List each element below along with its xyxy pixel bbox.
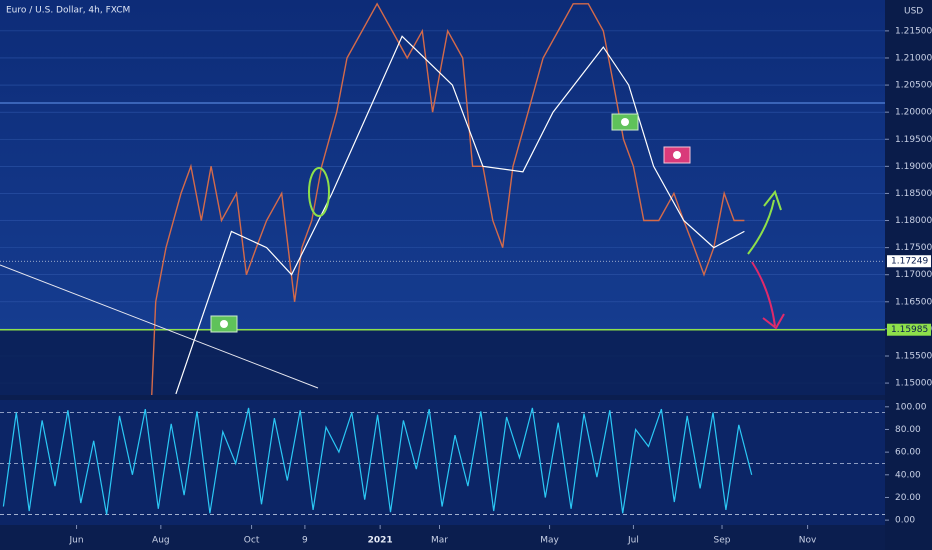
x-tick-label: Aug	[152, 536, 170, 546]
y-tick-label: 20.00	[895, 493, 921, 503]
x-tick-label: Sep	[714, 536, 731, 546]
y-tick-label: 100.00	[895, 402, 927, 412]
y-tick-label: 1.17000	[895, 270, 932, 280]
x-tick-label: Nov	[799, 536, 817, 546]
x-tick-label: Oct	[244, 536, 260, 546]
y-tick-label: 1.18000	[895, 216, 932, 226]
x-tick-label: Jun	[69, 536, 84, 546]
up-arrow	[747, 199, 775, 255]
x-tick-label: 2021	[368, 536, 393, 546]
y-tick-label: 1.19500	[895, 135, 932, 145]
price-axis	[885, 0, 932, 550]
y-tick-label: 1.21000	[895, 53, 932, 63]
highlight-ellipse	[308, 167, 330, 217]
trend-line	[0, 264, 319, 389]
y-tick-label: 1.21500	[895, 26, 932, 36]
series-line	[2, 407, 753, 515]
oscillator-layer	[0, 407, 885, 515]
y-tick-label: 1.15500	[895, 351, 932, 361]
currency: USD	[904, 7, 923, 17]
zone-line	[0, 102, 885, 104]
y-tick-label: 40.00	[895, 470, 921, 480]
y-tick-label: 1.19000	[895, 162, 932, 172]
y-tick-label: 1.20500	[895, 81, 932, 91]
y-tick-label: 80.00	[895, 425, 921, 435]
series-line	[175, 35, 745, 395]
y-tick-label: 1.18500	[895, 189, 932, 199]
y-tick-label: 1.16500	[895, 297, 932, 307]
down-arrow	[751, 261, 776, 327]
price-label-box	[887, 323, 931, 336]
money-icon	[210, 315, 238, 333]
x-tick-label: 9	[302, 536, 308, 546]
price-label: 1.15985	[891, 325, 928, 335]
x-tick-label: Jul	[627, 536, 639, 546]
money-icon	[663, 146, 691, 164]
x-tick-label: Mar	[431, 536, 448, 546]
price-layer	[0, 2, 885, 395]
series-line	[151, 2, 745, 395]
down-arrow-head	[762, 313, 785, 330]
y-tick-label: 1.15000	[895, 379, 932, 389]
price-label-box	[887, 255, 931, 268]
money-icon	[611, 113, 639, 131]
x-tick-label: May	[540, 536, 559, 546]
axis-layer: 1.150001.155001.160001.165001.170001.175…	[69, 26, 932, 545]
y-tick-label: 1.17500	[895, 243, 932, 253]
lower-zone	[0, 329, 885, 395]
up-arrow-head	[763, 189, 782, 211]
y-tick-label: 0.00	[895, 516, 915, 526]
y-tick-label: 1.20000	[895, 108, 932, 118]
price-label: 1.17249	[891, 257, 928, 267]
y-tick-label: 60.00	[895, 448, 921, 458]
chart-title: Euro / U.S. Dollar, 4h, FXCM	[6, 6, 130, 16]
